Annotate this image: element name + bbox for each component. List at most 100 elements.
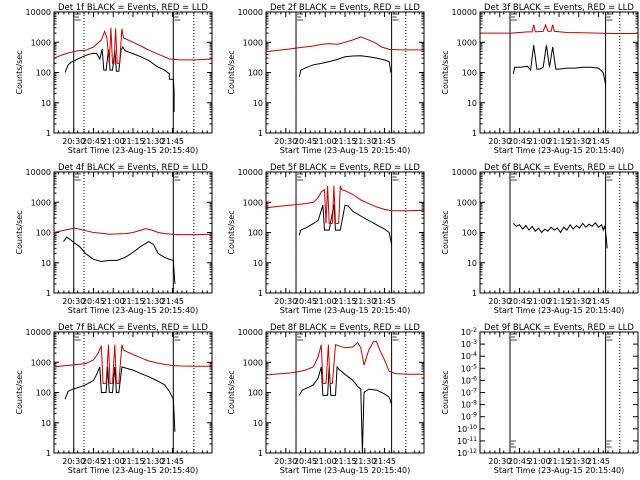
x-tick-label: 21:30 [141, 457, 164, 466]
lld-series-line [266, 341, 424, 384]
y-tick-label: 1000 [243, 38, 263, 47]
x-tick-label: 21:15 [333, 297, 356, 306]
chart-panel-det-6: Det 6f BLACK = Events, RED = LLD 1 10 100 10… [441, 163, 639, 315]
x-tick-label: 20:30 [488, 297, 511, 306]
marker-flag-e [174, 13, 181, 21]
y-tick-label: 1 [258, 449, 263, 458]
y-tick-label: 100 [36, 229, 51, 238]
y-tick-label: 10 [467, 99, 477, 108]
chart-panel-det-7: Det 7f BLACK = Events, RED = LLD 1 10 100 10… [15, 323, 213, 475]
x-axis-label: Start Time (23-Aug-15 20:15:40) [68, 306, 199, 315]
y-tick-label: 10-10 [457, 424, 477, 434]
events-series-line [298, 365, 393, 453]
x-tick-label: 21:00 [314, 137, 337, 146]
y-tick-label: 10-11 [457, 436, 477, 446]
y-tick-label: 1000 [31, 198, 51, 207]
chart-title: Det 9f BLACK = Events, RED = LLD [484, 323, 634, 333]
lld-series-line [266, 185, 424, 224]
y-tick-label: 10 [41, 259, 51, 268]
y-tick-label: 10000 [238, 8, 263, 17]
chart-title: Det 4f BLACK = Events, RED = LLD [58, 163, 208, 173]
y-tick-label: 10 [41, 99, 51, 108]
x-tick-label: 20:45 [508, 137, 531, 146]
marker-flag-e [392, 333, 399, 341]
y-tick-label: 10000 [26, 328, 51, 337]
x-tick-label: 21:45 [161, 457, 184, 466]
x-axis-label: Start Time (23-Aug-15 20:15:40) [280, 466, 411, 475]
y-axis-label: Counts/sec [227, 370, 236, 414]
events-series-line [64, 366, 176, 432]
x-tick-label: 21:30 [141, 297, 164, 306]
x-tick-label: 20:45 [82, 137, 105, 146]
y-tick-label: 100 [248, 69, 263, 78]
y-tick-label: 10 [253, 259, 263, 268]
y-axis-label: Counts/sec [227, 210, 236, 254]
x-tick-label: 21:30 [353, 297, 376, 306]
chart-panel-det-1: Det 1f BLACK = Events, RED = LLD 1 10 100 10… [15, 3, 213, 155]
x-tick-label: 21:00 [102, 137, 125, 146]
x-tick-label: 21:15 [121, 297, 144, 306]
x-tick-label: 20:45 [508, 297, 531, 306]
marker-flag-s [511, 13, 518, 21]
x-tick-label: 21:45 [587, 457, 610, 466]
y-tick-label: 100 [462, 69, 477, 78]
x-tick-label: 21:30 [567, 297, 590, 306]
events-series-line [63, 236, 176, 284]
y-tick-label: 10-3 [461, 339, 477, 349]
y-tick-label: 1000 [31, 358, 51, 367]
y-tick-label: 10000 [238, 168, 263, 177]
marker-flag-bottom [606, 440, 612, 448]
chart-panel-det-8: Det 8f BLACK = Events, RED = LLD 1 10 100 10… [227, 323, 425, 475]
chart-title: Det 3f BLACK = Events, RED = LLD [484, 3, 634, 13]
y-tick-label: 100 [248, 229, 263, 238]
x-axis-label: Start Time (23-Aug-15 20:15:40) [494, 466, 625, 475]
x-tick-label: 21:45 [587, 137, 610, 146]
x-tick-label: 21:15 [121, 457, 144, 466]
lld-series-line [54, 344, 212, 384]
y-axis-label: Counts/sec [441, 210, 450, 254]
events-series-line [512, 45, 607, 85]
x-tick-label: 21:45 [161, 297, 184, 306]
chart-title: Det 7f BLACK = Events, RED = LLD [58, 323, 208, 333]
x-tick-label: 20:30 [274, 137, 297, 146]
marker-flag-s [511, 173, 518, 181]
x-tick-label: 21:45 [161, 137, 184, 146]
chart-panel-det-4: Det 4f BLACK = Events, RED = LLD 1 10 100 10… [15, 163, 213, 315]
y-tick-label: 1 [46, 449, 51, 458]
x-tick-label: 20:45 [82, 457, 105, 466]
plot-frame [265, 331, 425, 454]
y-axis-label: Counts/sec [15, 370, 24, 414]
marker-flag-e [392, 13, 399, 21]
x-tick-label: 20:45 [82, 297, 105, 306]
y-tick-label: 10-12 [457, 448, 477, 458]
x-tick-label: 21:45 [373, 457, 396, 466]
x-tick-label: 20:30 [274, 457, 297, 466]
chart-title: Det 8f BLACK = Events, RED = LLD [270, 323, 420, 333]
x-tick-label: 21:00 [102, 297, 125, 306]
x-tick-label: 21:15 [333, 457, 356, 466]
marker-flag-e [174, 333, 181, 341]
y-tick-label: 1 [258, 289, 263, 298]
x-axis-label: Start Time (23-Aug-15 20:15:40) [68, 466, 199, 475]
y-tick-label: 10 [41, 419, 51, 428]
x-tick-label: 21:45 [373, 297, 396, 306]
lld-series-line [54, 227, 212, 236]
chart-title: Det 2f BLACK = Events, RED = LLD [270, 3, 420, 13]
x-tick-label: 21:45 [373, 137, 396, 146]
y-tick-label: 10-7 [461, 388, 477, 398]
y-axis-label: Counts/sec [15, 50, 24, 94]
y-axis-label: Counts/sec [15, 210, 24, 254]
x-tick-label: 20:30 [274, 297, 297, 306]
x-axis-label: Start Time (23-Aug-15 20:15:40) [280, 306, 411, 315]
y-tick-label: 10-9 [461, 412, 477, 422]
marker-flag-s [74, 173, 81, 181]
marker-flag-e [392, 173, 399, 181]
y-tick-label: 1 [472, 129, 477, 138]
chart-panel-det-5: Det 5f BLACK = Events, RED = LLD 1 10 100 10… [227, 163, 425, 315]
y-tick-label: 1 [472, 289, 477, 298]
y-tick-label: 10000 [26, 8, 51, 17]
marker-flag-e [606, 173, 613, 181]
y-tick-label: 100 [462, 229, 477, 238]
y-tick-label: 1 [46, 289, 51, 298]
x-tick-label: 20:30 [62, 297, 85, 306]
